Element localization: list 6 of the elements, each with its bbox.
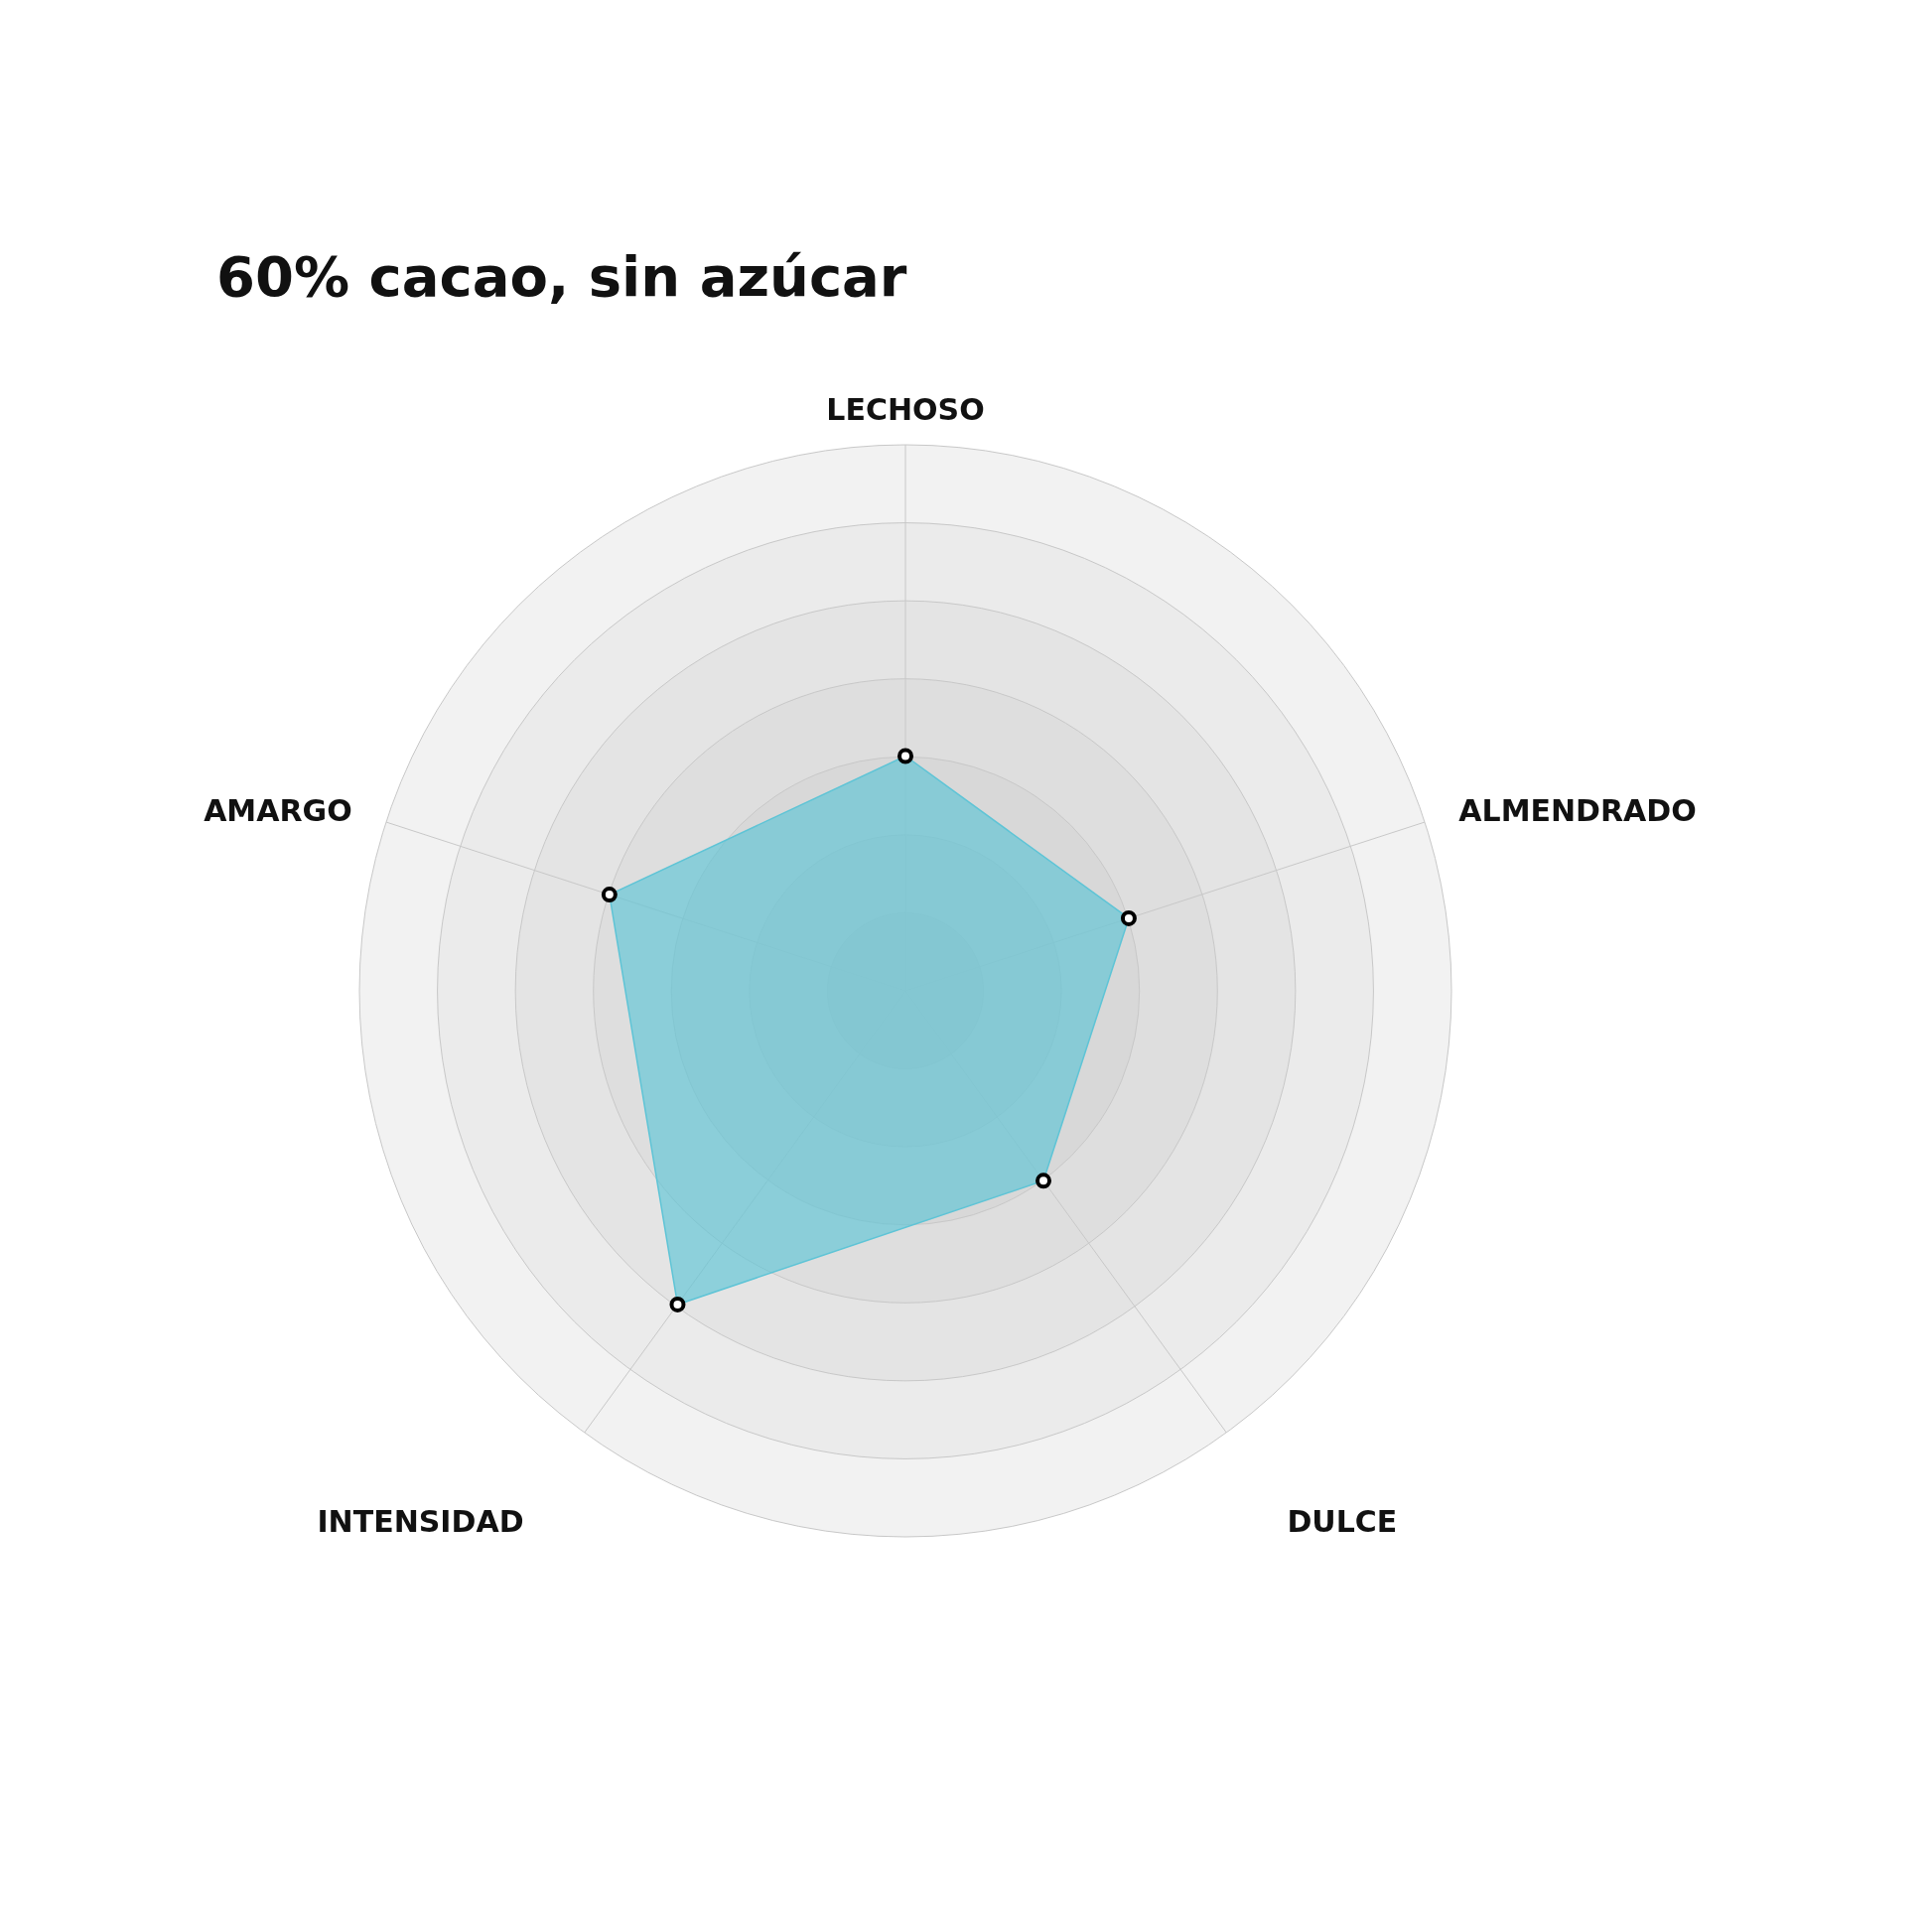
spoke-label: INTENSIDAD — [317, 1503, 524, 1539]
chart-title: 60% cacao, sin azúcar — [216, 244, 907, 309]
spoke-label: LECHOSO — [826, 391, 985, 427]
spoke-label: AMARGO — [204, 793, 352, 829]
spoke-label: ALMENDRADO — [1458, 793, 1697, 829]
spoke-label: DULCE — [1287, 1503, 1398, 1539]
